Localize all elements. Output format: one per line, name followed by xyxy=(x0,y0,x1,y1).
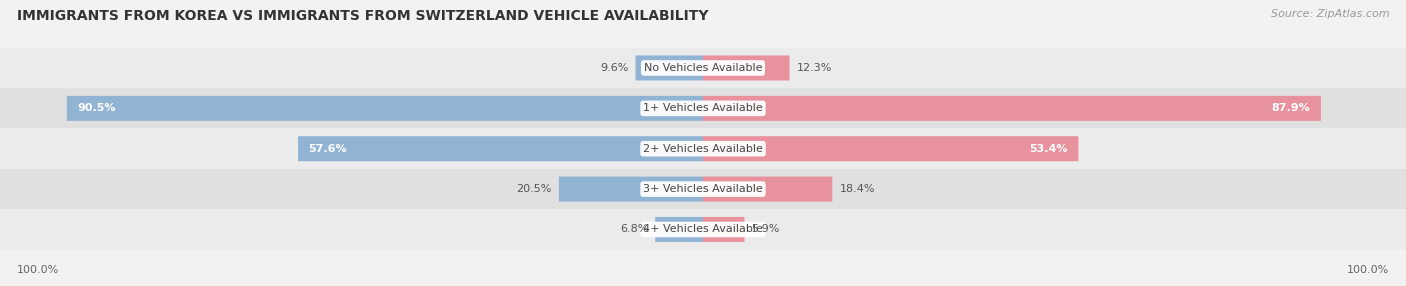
Text: 12.3%: 12.3% xyxy=(796,63,832,73)
FancyBboxPatch shape xyxy=(655,217,703,242)
FancyBboxPatch shape xyxy=(0,169,1406,209)
Text: 90.5%: 90.5% xyxy=(77,103,115,113)
FancyBboxPatch shape xyxy=(0,209,1406,250)
Text: 100.0%: 100.0% xyxy=(17,265,59,275)
Text: 6.8%: 6.8% xyxy=(620,225,648,235)
FancyBboxPatch shape xyxy=(703,96,1322,121)
FancyBboxPatch shape xyxy=(703,217,745,242)
FancyBboxPatch shape xyxy=(703,176,832,202)
Text: Source: ZipAtlas.com: Source: ZipAtlas.com xyxy=(1271,9,1389,19)
Text: 100.0%: 100.0% xyxy=(1347,265,1389,275)
Text: 4+ Vehicles Available: 4+ Vehicles Available xyxy=(643,225,763,235)
Text: 9.6%: 9.6% xyxy=(600,63,628,73)
Text: 53.4%: 53.4% xyxy=(1029,144,1069,154)
Text: 20.5%: 20.5% xyxy=(516,184,551,194)
Text: No Vehicles Available: No Vehicles Available xyxy=(644,63,762,73)
FancyBboxPatch shape xyxy=(703,136,1078,161)
Text: 5.9%: 5.9% xyxy=(752,225,780,235)
FancyBboxPatch shape xyxy=(0,88,1406,128)
Text: 3+ Vehicles Available: 3+ Vehicles Available xyxy=(643,184,763,194)
Text: 1+ Vehicles Available: 1+ Vehicles Available xyxy=(643,103,763,113)
Text: IMMIGRANTS FROM KOREA VS IMMIGRANTS FROM SWITZERLAND VEHICLE AVAILABILITY: IMMIGRANTS FROM KOREA VS IMMIGRANTS FROM… xyxy=(17,9,709,23)
Text: 57.6%: 57.6% xyxy=(308,144,347,154)
Text: 18.4%: 18.4% xyxy=(839,184,875,194)
FancyBboxPatch shape xyxy=(560,176,703,202)
Text: 2+ Vehicles Available: 2+ Vehicles Available xyxy=(643,144,763,154)
FancyBboxPatch shape xyxy=(703,55,790,80)
FancyBboxPatch shape xyxy=(66,96,703,121)
FancyBboxPatch shape xyxy=(298,136,703,161)
FancyBboxPatch shape xyxy=(0,48,1406,88)
Text: 87.9%: 87.9% xyxy=(1271,103,1310,113)
FancyBboxPatch shape xyxy=(0,128,1406,169)
FancyBboxPatch shape xyxy=(636,55,703,80)
